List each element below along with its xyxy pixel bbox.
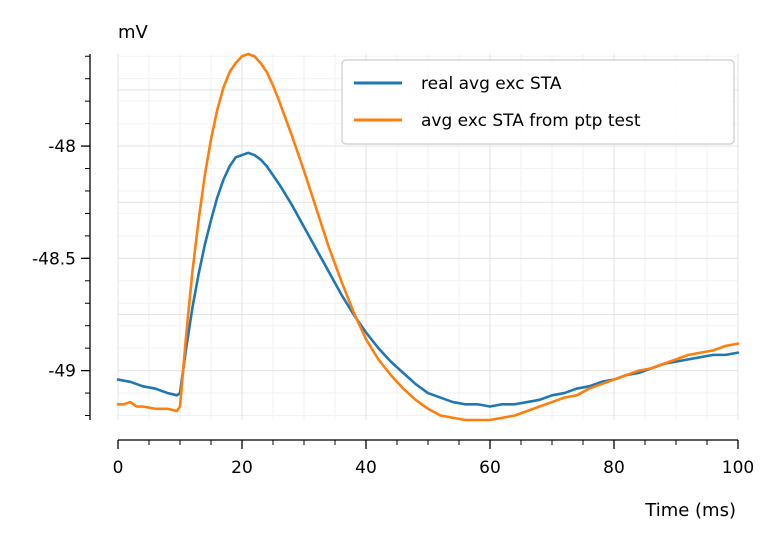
y-tick-label: -48.5 — [32, 249, 76, 269]
x-axis-label: Time (ms) — [644, 500, 736, 521]
legend-frame — [341, 59, 735, 145]
series-line-2 — [116, 52, 740, 422]
legend-entry: avg exc STA from ptp test — [421, 111, 641, 131]
y-axis-label: mV — [118, 22, 149, 43]
legend-entry: real avg exc STA — [421, 74, 562, 94]
y-tick-label: -49 — [48, 362, 76, 382]
x-tick-label: 80 — [603, 458, 625, 478]
x-tick-label: 0 — [113, 458, 124, 478]
y-tick-label: -48 — [48, 137, 76, 157]
x-tick-label: 20 — [231, 458, 253, 478]
x-tick-label: 40 — [355, 458, 377, 478]
x-tick-label: 100 — [722, 458, 754, 478]
legend: real avg exc STA avg exc STA from ptp tes… — [341, 59, 735, 145]
x-tick-label: 60 — [479, 458, 501, 478]
